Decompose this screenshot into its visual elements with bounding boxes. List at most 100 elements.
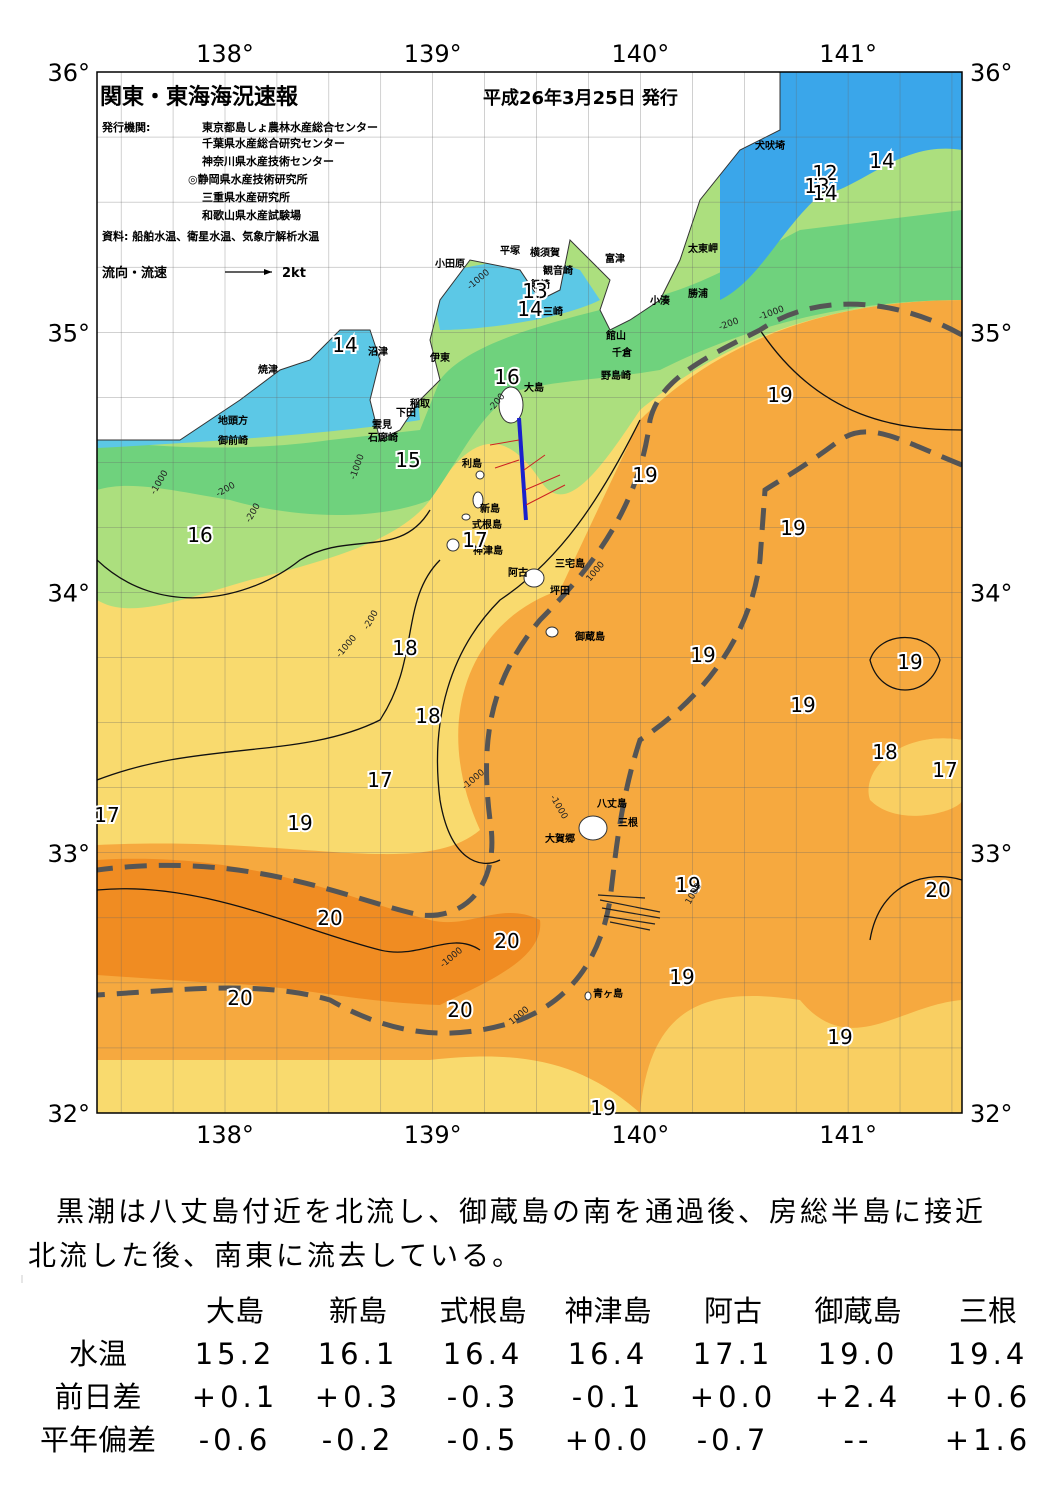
contour-line [97,559,441,781]
place-label: 野島崎 [601,369,631,382]
table-cell: 16.4 [568,1337,649,1371]
kuroshio-axis [97,301,962,1036]
temperature-label: 19 [590,1096,615,1120]
place-label: 沼津 [368,345,388,358]
issue-date: 平成26年3月25日 発行 [483,87,678,109]
lon-label: 141° [819,1121,877,1149]
legend-arrowhead [264,269,272,275]
temperature-label: 19 [767,383,792,407]
place-label: 大島 [524,381,544,394]
row-label: 水温 [69,1337,127,1371]
table-cell: -0.7 [697,1423,770,1457]
place-label: 剱崎 [529,278,550,291]
lon-label: 140° [611,40,669,68]
survey-track [517,417,528,521]
contours [97,329,962,953]
table-cell: 19.0 [818,1337,899,1371]
temperature-label: 13 [522,279,547,303]
lat-label: 33° [47,840,90,868]
temperature-label: 19 [675,873,700,897]
place-label: 青ヶ島 [593,987,623,1000]
current-vectors [489,439,566,506]
axis-labels: 138° 138° 139° 139° 140° 140° 141° 141° 36° 36° 35… [47,40,1012,1149]
map-title: 関東・東海海況速報 [100,84,299,110]
place-label: 平塚 [500,244,520,257]
issuer: 千葉県水産総合研究センター [202,136,345,150]
temperature-label: 15 [395,448,420,472]
island [523,568,545,588]
lon-label: 138° [196,1121,254,1149]
temperature-label: 17 [367,768,392,792]
temperature-label: 18 [872,740,897,764]
table-cell: 16.4 [443,1337,524,1371]
temperature-label: 20 [317,906,342,930]
contour-line [97,888,481,953]
lon-label: 140° [611,1121,669,1149]
temperature-label: 14 [517,297,542,321]
contour-line [869,637,941,691]
temperature-label: 20 [925,878,950,902]
data-source: 資料: 船舶水温、衛星水温、気象庁解析水温 [102,229,319,243]
contour-line [759,329,962,431]
table-cell: -0.2 [322,1423,395,1457]
issuer: 和歌山県水産試験場 [202,208,301,222]
temperature-label: 19 [690,643,715,667]
sea-green [97,210,962,515]
island [446,538,460,552]
temperature-label: 20 [494,929,519,953]
lat-label: 33° [970,840,1013,868]
grid [97,72,962,1113]
table-header: 大島 [206,1294,264,1328]
table-cell: -- [844,1423,873,1457]
temperature-label: 19 [790,693,815,717]
table-header: 阿古 [704,1294,762,1328]
island [584,991,592,1001]
table-cell: +0.0 [565,1423,651,1457]
lat-label: 32° [970,1100,1013,1128]
place-label: 焼津 [258,363,278,376]
contour-line [436,419,641,864]
place-label: 三崎 [543,305,563,318]
issuer: 東京都島しょ農林水産総合センター [202,120,378,134]
table-cell: 17.1 [693,1337,774,1371]
temperature-label: 19 [897,650,922,674]
temperature-label: 20 [227,986,252,1010]
place-label: 伊東 [429,351,450,364]
place-label: 千倉 [612,346,633,359]
lat-label: 36° [970,59,1013,87]
legend-label: 流向・流速 [102,265,167,281]
lat-label: 35° [47,319,90,347]
lon-label: 139° [404,40,462,68]
place-label: 石廊崎 [367,431,398,444]
sea-east-yellow [868,738,962,816]
temperature-label: 14 [332,333,357,357]
lon-label: 138° [196,40,254,68]
current-arrow [489,439,566,506]
place-label: 小湊 [649,294,671,307]
contour-line [97,509,431,599]
table-header: 三根 [959,1294,1017,1328]
table-cell: +0.3 [315,1380,401,1414]
issuers: 東京都島しょ農林水産総合センター千葉県水産総合研究センター神奈川県水産技術センタ… [188,120,378,222]
temperature-label: 19 [780,516,805,540]
issuer: ◎静岡県水産技術研究所 [188,172,308,186]
row-label: 平年偏差 [40,1423,156,1457]
place-label: 大賀郷 [545,832,575,845]
row-label: 前日差 [54,1380,141,1414]
table-cell: +0.0 [690,1380,776,1414]
current-vectors [597,894,661,931]
island [545,626,559,638]
map-body [97,72,962,1113]
current-arrow [597,894,661,931]
place-label: 館山 [605,329,626,342]
legend-speed: 2kt [282,266,306,281]
place-label: 小田原 [434,257,465,270]
island [461,513,471,521]
temperature-label: 20 [447,998,472,1022]
table-header: 新島 [329,1294,387,1328]
temperature-label: 17 [94,803,119,827]
sea-south-yellow [640,996,962,1113]
